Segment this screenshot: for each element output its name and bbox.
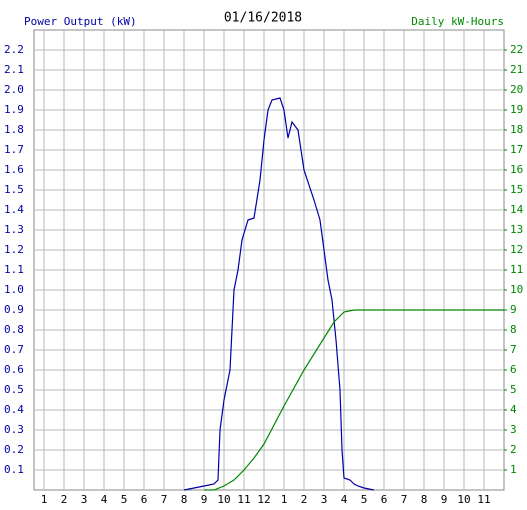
y2-tick-label: 5 (510, 383, 517, 396)
y-tick-label: 1.3 (4, 223, 24, 236)
y2-tick-label: 9 (510, 303, 517, 316)
x-tick-label: 6 (381, 493, 388, 506)
y-tick-label: 0.5 (4, 383, 24, 396)
x-tick-label: 10 (217, 493, 230, 506)
y2-tick-label: 13 (510, 223, 523, 236)
y-tick-label: 1.9 (4, 103, 24, 116)
chart-title: 01/16/2018 (224, 11, 302, 26)
series-line (183, 97, 375, 491)
y-tick-label: 1.6 (4, 163, 24, 176)
y-tick-label: 0.6 (4, 363, 24, 376)
y2-tick-label: 16 (510, 163, 523, 176)
series-line (204, 309, 504, 491)
x-tick-label: 12 (257, 493, 270, 506)
y-tick-label: 1.5 (4, 183, 24, 196)
x-tick-label: 3 (321, 493, 328, 506)
y-tick-label: 0.3 (4, 423, 24, 436)
x-tick-label: 1 (281, 493, 288, 506)
y2-tick-label: 3 (510, 423, 517, 436)
x-tick-label: 6 (141, 493, 148, 506)
y-tick-label: 0.4 (4, 403, 24, 416)
y2-tick-label: 22 (510, 43, 523, 56)
y-tick-label: 0.9 (4, 303, 24, 316)
y2-tick-label: 6 (510, 363, 517, 376)
y-tick-label: 2.1 (4, 63, 24, 76)
y-tick-label: 1.7 (4, 143, 24, 156)
y2-tick-label: 10 (510, 283, 523, 296)
y2-tick-label: 19 (510, 103, 523, 116)
y2-tick-label: 1 (510, 463, 517, 476)
x-tick-label: 11 (237, 493, 250, 506)
y2-tick-label: 2 (510, 443, 517, 456)
y2-tick-label: 18 (510, 123, 523, 136)
y-tick-label: 1.2 (4, 243, 24, 256)
x-tick-label: 10 (457, 493, 470, 506)
y2-tick-label: 11 (510, 263, 523, 276)
x-tick-label: 1 (41, 493, 48, 506)
y2-tick-label: 4 (510, 403, 517, 416)
y2-axis-title: Daily kW-Hours (411, 15, 504, 28)
y2-tick-label: 12 (510, 243, 523, 256)
x-tick-label: 9 (441, 493, 448, 506)
y-tick-label: 0.7 (4, 343, 24, 356)
x-tick-label: 9 (201, 493, 208, 506)
x-tick-label: 7 (401, 493, 408, 506)
x-tick-label: 5 (361, 493, 368, 506)
y2-tick-label: 17 (510, 143, 523, 156)
x-tick-label: 4 (101, 493, 108, 506)
y-tick-label: 0.8 (4, 323, 24, 336)
y-tick-label: 1.1 (4, 263, 24, 276)
x-tick-label: 3 (81, 493, 88, 506)
x-tick-label: 4 (341, 493, 348, 506)
x-tick-label: 11 (477, 493, 490, 506)
y-tick-label: 1.4 (4, 203, 24, 216)
y2-tick-label: 15 (510, 183, 523, 196)
y-tick-label: 0.1 (4, 463, 24, 476)
y2-tick-label: 14 (510, 203, 524, 216)
y-tick-label: 2.2 (4, 43, 24, 56)
y-tick-label: 2.0 (4, 83, 24, 96)
x-tick-label: 8 (181, 493, 188, 506)
y-tick-label: 1.8 (4, 123, 24, 136)
x-tick-label: 8 (421, 493, 428, 506)
y2-tick-label: 20 (510, 83, 523, 96)
y2-tick-label: 21 (510, 63, 523, 76)
y2-tick-label: 7 (510, 343, 517, 356)
x-tick-label: 5 (121, 493, 128, 506)
y-axis-title: Power Output (kW) (24, 15, 137, 28)
x-tick-label: 2 (61, 493, 68, 506)
y-tick-label: 1.0 (4, 283, 24, 296)
y2-tick-label: 8 (510, 323, 517, 336)
x-tick-label: 2 (301, 493, 308, 506)
x-tick-label: 7 (161, 493, 168, 506)
y-tick-label: 0.2 (4, 443, 24, 456)
plot-frame (33, 29, 505, 491)
